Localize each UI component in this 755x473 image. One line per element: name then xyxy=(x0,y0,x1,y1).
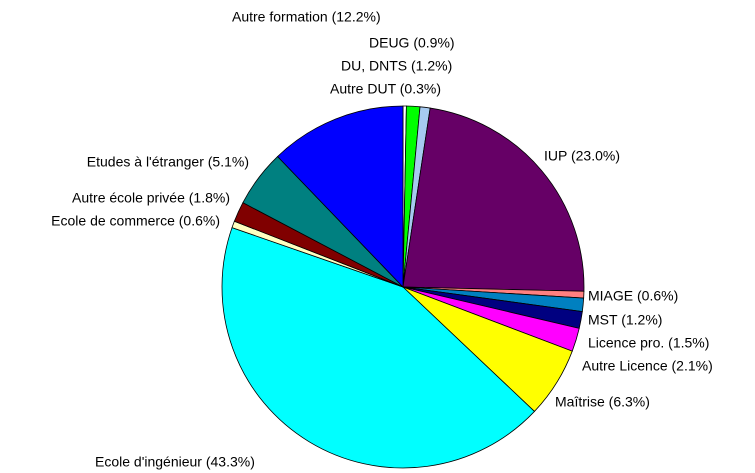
slice-label: MST (1.2%) xyxy=(588,312,662,328)
slice-label: Licence pro. (1.5%) xyxy=(588,335,709,351)
slice-label: DU, DNTS (1.2%) xyxy=(341,58,452,74)
pie-slice xyxy=(402,107,585,292)
slice-label: Ecole d'ingénieur (43.3%) xyxy=(95,454,255,470)
slice-label: Autre Licence (2.1%) xyxy=(582,358,713,374)
pie-slice xyxy=(276,105,404,288)
slice-label: Autre DUT (0.3%) xyxy=(330,81,441,97)
slice-label: DEUG (0.9%) xyxy=(369,35,455,51)
slice-label: Ecole de commerce (0.6%) xyxy=(51,213,220,229)
slice-label: Autre formation (12.2%) xyxy=(232,9,381,25)
slice-label: Etudes à l'étranger (5.1%) xyxy=(87,154,249,170)
pie-slice xyxy=(221,227,536,469)
slice-label: IUP (23.0%) xyxy=(544,148,620,164)
slice-label: Maîtrise (6.3%) xyxy=(555,394,650,410)
slice-label: MIAGE (0.6%) xyxy=(588,288,678,304)
slice-label: Autre école privée (1.8%) xyxy=(72,190,230,206)
